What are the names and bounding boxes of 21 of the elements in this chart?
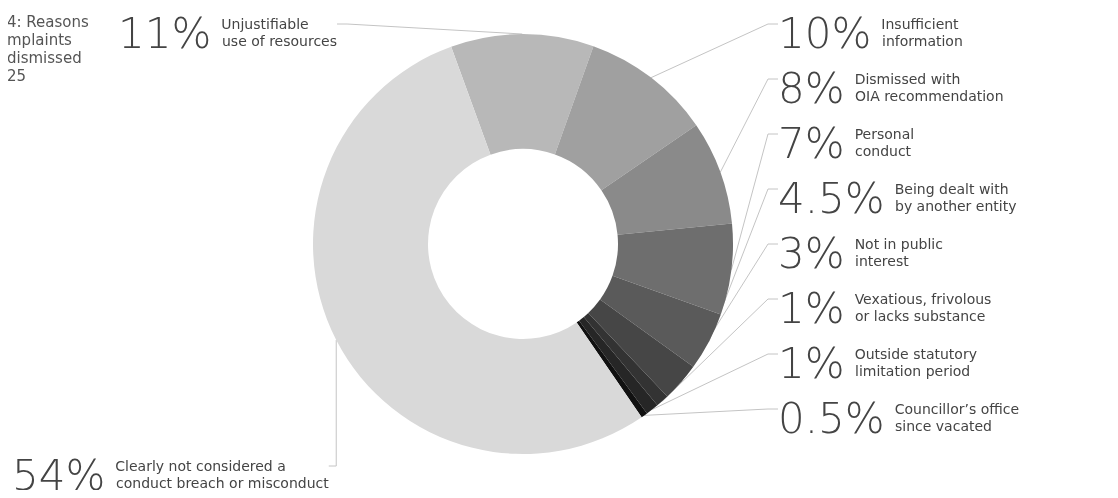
data-label: 11% (118, 8, 212, 58)
slice-label: Vexatious, frivolous or lacks substance (854, 291, 992, 324)
data-label: 8% (778, 63, 845, 113)
data-label: 0.5% (778, 393, 885, 443)
data-label: 3% (778, 228, 845, 278)
slice-label: Clearly not considered a conduct breach or misconduct (115, 458, 330, 491)
text: 4: Reasons mplaints dismissed 25 (7, 13, 90, 85)
data-label: 10% (778, 8, 872, 58)
data-label: 54% (12, 450, 106, 498)
slice-label: Being dealt with by another entity (894, 181, 1017, 214)
data-label: 1% (778, 283, 845, 333)
slice-label: Councillor’s office since vacated (894, 401, 1020, 434)
slice-label: Insufficient information (881, 16, 963, 49)
slice-label: Unjustifiable use of resources (221, 16, 338, 49)
slice-label: Not in public interest (854, 236, 943, 269)
data-label: 4.5% (778, 173, 885, 223)
slice-label: Outside statutory limitation period (854, 346, 977, 379)
data-label: 1% (778, 338, 845, 388)
data-label: 7% (778, 118, 845, 168)
slice-label: Personal conduct (854, 126, 915, 159)
slice-label: Dismissed with OIA recommendation (854, 71, 1004, 104)
